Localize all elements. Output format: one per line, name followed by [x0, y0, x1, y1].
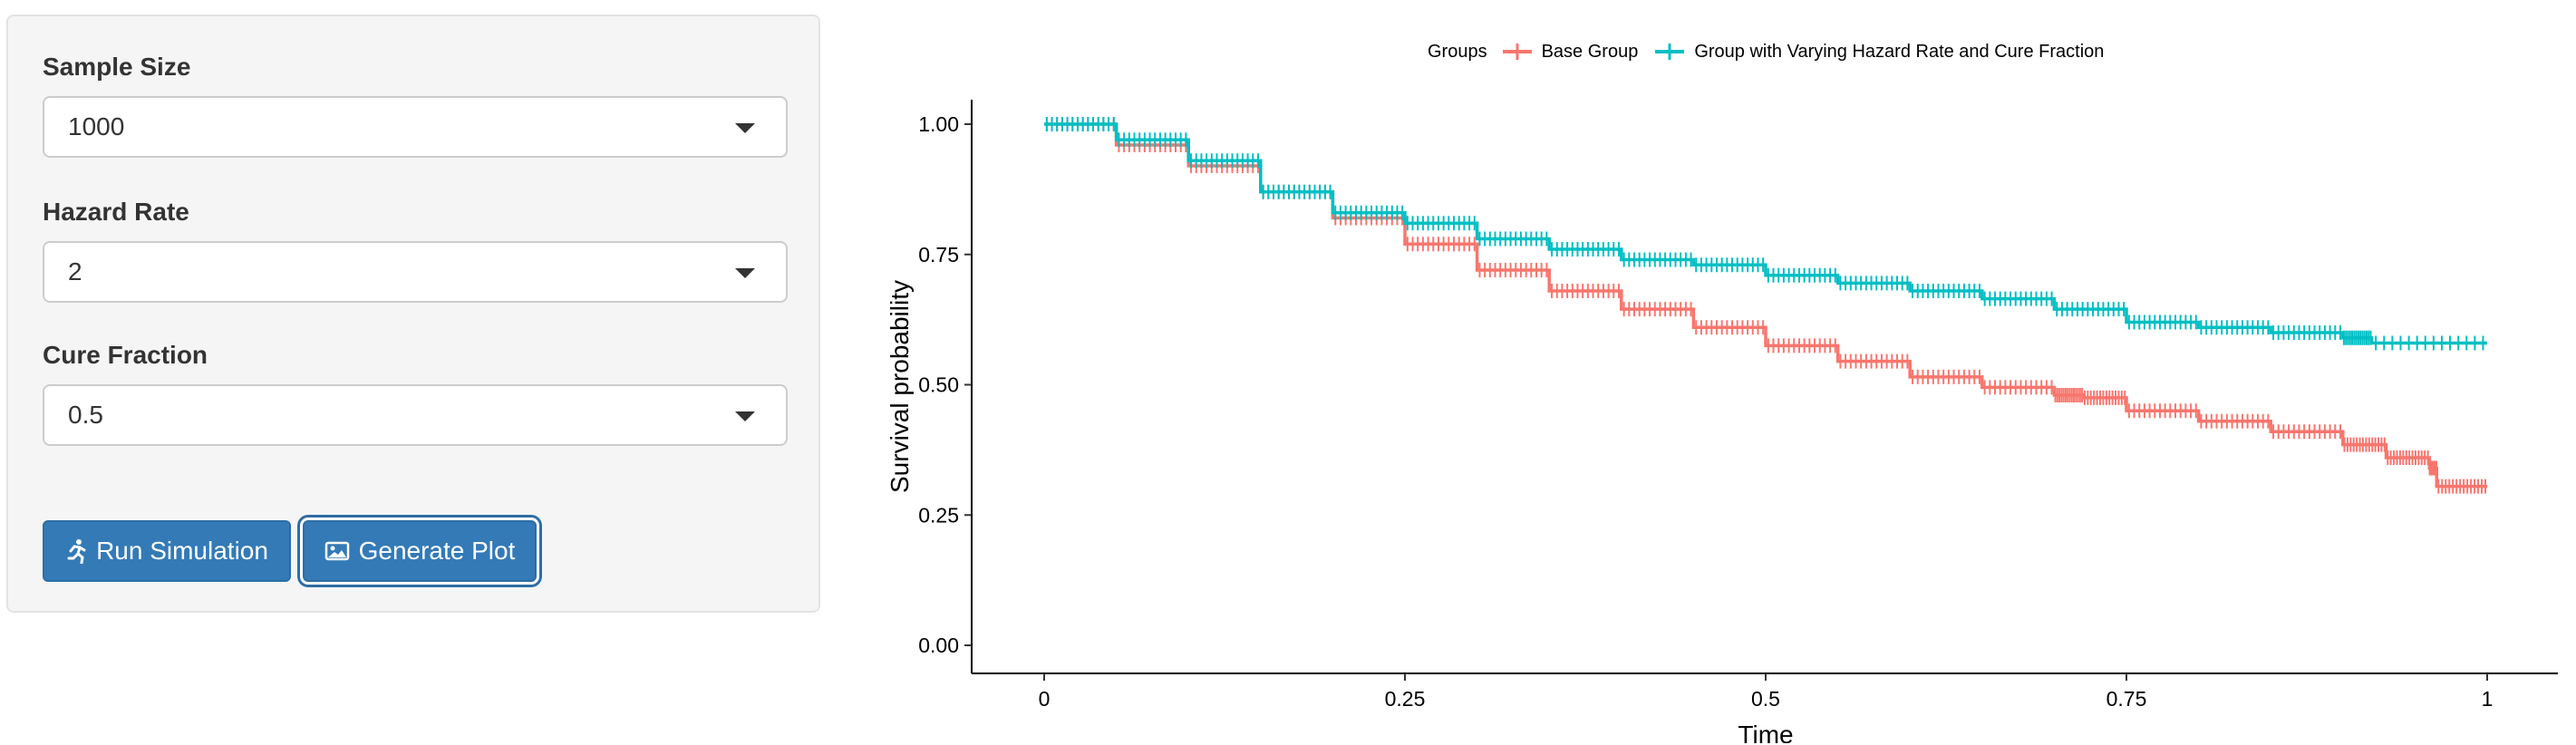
- y-axis-title: Survival probability: [886, 280, 914, 493]
- cure-fraction-label: Cure Fraction: [43, 341, 208, 369]
- x-axis-title: Time: [1738, 721, 1793, 743]
- hazard-rate-label: Hazard Rate: [43, 198, 189, 226]
- x-tick-label: 0: [1039, 687, 1051, 711]
- hazard-rate-value: 2: [68, 257, 82, 285]
- legend-title: Groups: [1428, 41, 1487, 62]
- legend-item-base-group: Base Group: [1500, 41, 1639, 63]
- run-simulation-label: Run Simulation: [96, 537, 268, 565]
- x-tick-label: 1: [2482, 687, 2494, 711]
- x-tick-label: 0.75: [2106, 687, 2147, 711]
- y-tick-label: 0.50: [918, 373, 959, 397]
- series-1: [1044, 117, 2487, 351]
- x-tick-label: 0.25: [1385, 687, 1426, 711]
- legend-key-base-group: [1502, 44, 1532, 60]
- survival-plot: 0.00 0.25 0.50 0.75 1.00 0 0.25 0.5 0.75 1 Time Sur…: [886, 100, 2558, 743]
- y-tick-label: 0.25: [918, 503, 959, 527]
- sample-size-select[interactable]: 1000: [43, 96, 788, 158]
- hazard-rate-select[interactable]: 2: [43, 241, 788, 303]
- image-icon: [324, 541, 349, 561]
- y-tick-label: 0.00: [918, 634, 959, 657]
- sample-size-value: 1000: [68, 112, 125, 140]
- legend-label-varying-group: Group with Varying Hazard Rate and Cure …: [1694, 41, 2105, 62]
- generate-plot-label: Generate Plot: [358, 537, 516, 565]
- survival-curve-line: [1044, 122, 2487, 345]
- generate-plot-button[interactable]: Generate Plot: [303, 520, 537, 582]
- plot-legend: Groups Base Group Group with Varying Haz…: [1428, 38, 2118, 65]
- cure-fraction-value: 0.5: [68, 401, 103, 429]
- chevron-down-icon: [735, 123, 755, 133]
- legend-key-varying-group: [1655, 44, 1685, 60]
- y-tick-label: 1.00: [918, 112, 959, 136]
- legend-label-base-group: Base Group: [1541, 41, 1639, 62]
- run-simulation-button[interactable]: Run Simulation: [43, 520, 291, 582]
- cure-fraction-select[interactable]: 0.5: [43, 384, 788, 446]
- running-person-icon: [67, 539, 86, 564]
- x-tick-label: 0.5: [1751, 687, 1780, 711]
- chevron-down-icon: [735, 268, 755, 278]
- legend-item-varying-group: Group with Varying Hazard Rate and Cure …: [1652, 42, 2104, 63]
- chevron-down-icon: [735, 411, 755, 421]
- y-tick-label: 0.75: [918, 243, 959, 266]
- input-panel: Sample Size 1000 Hazard Rate 2 Cure Frac…: [6, 15, 820, 613]
- sample-size-label: Sample Size: [43, 53, 191, 81]
